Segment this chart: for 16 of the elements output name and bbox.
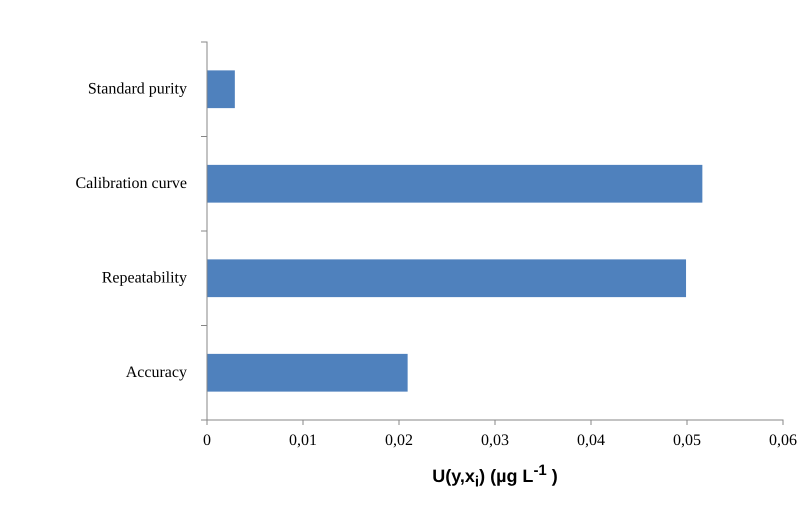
x-tick-label: 0 — [203, 432, 211, 449]
y-tick-label: Calibration curve — [75, 174, 187, 192]
x-tick-label: 0,06 — [769, 432, 797, 449]
x-tick-label: 0,01 — [289, 432, 317, 449]
bar — [208, 259, 686, 298]
x-tick-label: 0,04 — [577, 432, 605, 449]
x-tick-label: 0,05 — [673, 432, 701, 449]
bar — [208, 70, 235, 108]
y-tick-label: Repeatability — [102, 269, 187, 286]
bar — [208, 164, 702, 203]
x-tick-label: 0,02 — [385, 432, 413, 449]
x-axis-title: U(y,x$_{i}$) (µg L$^{-1}$ ) — [431, 462, 559, 491]
y-tick-label: Standard purity — [88, 80, 187, 98]
y-tick-label: Accuracy — [126, 364, 187, 381]
bar — [208, 354, 408, 392]
x-tick-label: 0,03 — [481, 432, 509, 449]
